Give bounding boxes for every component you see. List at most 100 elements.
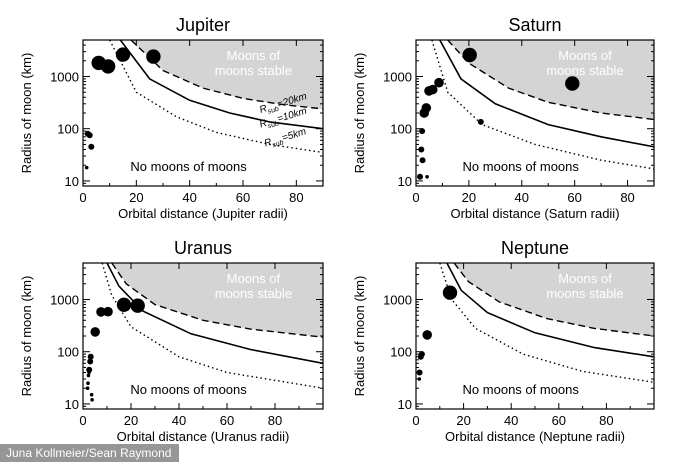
x-tick-label: 60 [567, 190, 581, 205]
stable-region [447, 40, 654, 120]
moon-point [103, 306, 113, 317]
moon-point [419, 128, 426, 135]
x-tick-label: 0 [79, 190, 86, 205]
y-axis-label: Radius of moon (km) [352, 276, 367, 397]
panel-title: Uranus [174, 238, 232, 258]
x-tick-label: 0 [79, 413, 86, 428]
curve-label: Rsub=5km [263, 126, 308, 151]
moon-point [130, 298, 145, 313]
x-tick-label: 40 [182, 190, 196, 205]
solid-stability-curve [439, 40, 654, 148]
stable-region-label: Moons of [558, 48, 612, 63]
panel-title: Saturn [508, 15, 561, 35]
unstable-region-label: No moons of moons [130, 382, 247, 397]
stable-region-label: moons stable [215, 63, 292, 78]
x-axis-label: Orbital distance (Jupiter radii) [118, 206, 288, 221]
y-axis-label: Radius of moon (km) [352, 53, 367, 174]
moon-point [418, 146, 425, 153]
x-tick-label: 40 [172, 413, 186, 428]
y-axis-label: Radius of moon (km) [19, 53, 34, 174]
moon-point [116, 297, 132, 312]
y-tick-label: 1000 [50, 70, 79, 85]
moon-point [85, 386, 90, 391]
y-tick-label: 10 [398, 174, 412, 189]
solid-stability-curve [446, 263, 654, 358]
moon-point [146, 49, 161, 64]
stable-region [131, 40, 323, 109]
y-tick-label: 1000 [50, 293, 79, 308]
moon-point [477, 118, 484, 125]
moon-point [90, 398, 94, 402]
moon-point [416, 369, 423, 376]
moon-point [434, 77, 444, 88]
x-axis-label: Orbital distance (Uranus radii) [117, 429, 290, 444]
panel-title: Jupiter [176, 15, 230, 35]
x-tick-label: 40 [515, 190, 529, 205]
stable-region-label: Moons of [558, 271, 612, 286]
stable-region [111, 263, 323, 338]
y-tick-label: 100 [390, 345, 412, 360]
y-tick-label: 10 [398, 397, 412, 412]
x-tick-label: 20 [124, 413, 138, 428]
x-tick-label: 80 [268, 413, 282, 428]
x-tick-label: 80 [289, 190, 303, 205]
stable-region [454, 263, 654, 336]
moon-point [88, 143, 95, 150]
y-tick-label: 1000 [383, 70, 412, 85]
moon-point [90, 327, 100, 337]
x-tick-label: 0 [412, 413, 419, 428]
panel-title: Neptune [501, 238, 569, 258]
moon-point [87, 353, 94, 360]
y-tick-label: 100 [390, 122, 412, 137]
moon-point [115, 47, 131, 62]
moon-point [84, 165, 89, 170]
x-tick-label: 0 [412, 190, 419, 205]
moon-point [565, 76, 580, 91]
y-tick-label: 100 [57, 122, 79, 137]
moon-point [86, 373, 91, 378]
dotted-stability-curve [109, 40, 323, 154]
x-tick-label: 80 [599, 413, 613, 428]
y-tick-label: 1000 [383, 293, 412, 308]
moon-point [417, 173, 423, 180]
y-tick-label: 10 [65, 174, 79, 189]
unstable-region-label: No moons of moons [463, 159, 580, 174]
moon-point [86, 366, 93, 373]
stable-region-label: Moons of [227, 48, 281, 63]
stable-region-label: moons stable [546, 63, 623, 78]
moon-point [100, 59, 116, 74]
stable-region-label: moons stable [215, 286, 292, 301]
solid-stability-curve [119, 40, 323, 130]
x-tick-label: 20 [456, 413, 470, 428]
moon-point [89, 392, 94, 397]
y-tick-label: 10 [65, 397, 79, 412]
moon-point [418, 351, 425, 358]
moon-point [421, 103, 432, 113]
dashed-stability-curve [130, 40, 323, 110]
moon-point [96, 307, 106, 317]
x-axis-label: Orbital distance (Saturn radii) [450, 206, 619, 221]
unstable-region-label: No moons of moons [463, 382, 580, 397]
x-tick-label: 20 [129, 190, 143, 205]
moon-point [419, 157, 426, 164]
moon-point [422, 330, 433, 340]
moon-point [86, 132, 93, 139]
x-tick-label: 40 [504, 413, 518, 428]
unstable-region-label: No moons of moons [130, 159, 247, 174]
dashed-stability-curve [453, 263, 654, 337]
image-credit: Juna Kollmeier/Sean Raymond [0, 444, 180, 462]
moon-point [425, 175, 429, 179]
moon-point [462, 47, 477, 63]
moon-point [86, 381, 90, 386]
y-axis-label: Radius of moon (km) [19, 276, 34, 397]
y-tick-label: 100 [57, 345, 79, 360]
dotted-stability-curve [101, 263, 323, 389]
stable-region-label: moons stable [546, 286, 623, 301]
x-tick-label: 60 [552, 413, 566, 428]
moon-point [442, 285, 458, 300]
x-tick-label: 20 [462, 190, 476, 205]
